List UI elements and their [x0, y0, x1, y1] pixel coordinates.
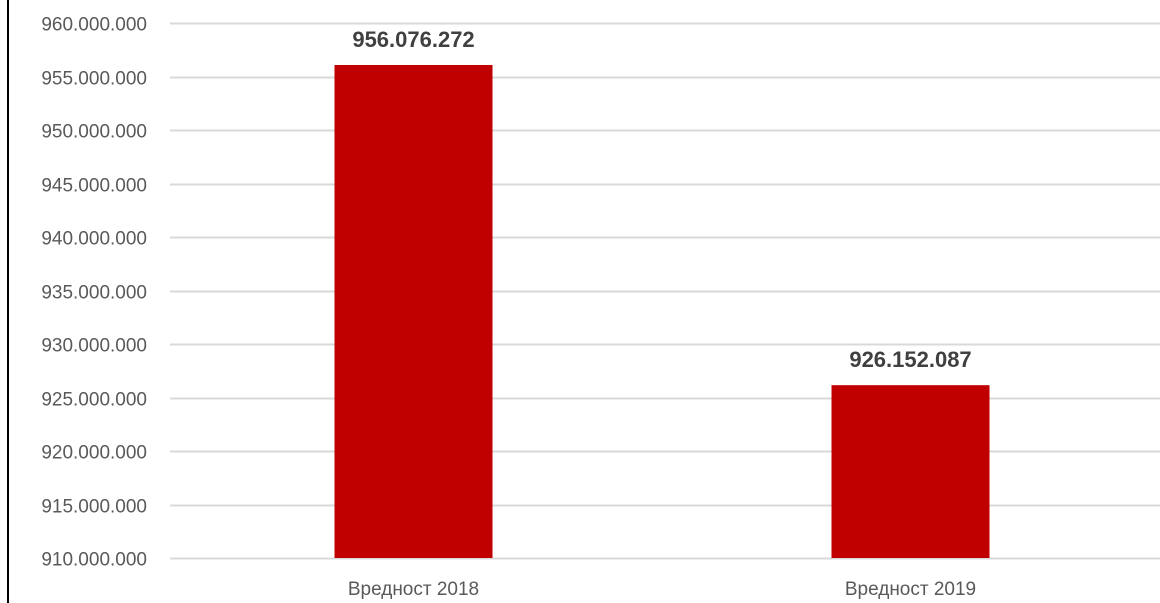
bar: [334, 64, 493, 558]
category-label: Вредност 2019: [845, 579, 976, 600]
bar: [831, 385, 990, 558]
y-tick-label: 935.000.000: [41, 283, 147, 304]
gridlines: [170, 22, 1160, 560]
x-axis-category-labels: Вредност 2018 Вредност 2019: [348, 579, 976, 600]
y-tick-label: 915.000.000: [41, 497, 147, 518]
y-axis-tick-labels: 910.000.000 915.000.000 920.000.000 925.000…: [41, 15, 147, 571]
y-tick-label: 945.000.000: [41, 176, 147, 197]
y-tick-label: 930.000.000: [41, 336, 147, 357]
bars: [334, 64, 990, 558]
y-tick-label: 950.000.000: [41, 122, 147, 143]
bar-value-label: 956.076.272: [352, 27, 474, 52]
y-tick-label: 910.000.000: [41, 550, 147, 571]
y-tick-label: 960.000.000: [41, 15, 147, 36]
y-tick-label: 920.000.000: [41, 443, 147, 464]
y-tick-label: 925.000.000: [41, 390, 147, 411]
y-tick-label: 955.000.000: [41, 69, 147, 90]
data-labels: 956.076.272 926.152.087: [352, 27, 971, 372]
bar-value-label: 926.152.087: [849, 347, 971, 372]
y-tick-label: 940.000.000: [41, 229, 147, 250]
category-label: Вредност 2018: [348, 579, 479, 600]
